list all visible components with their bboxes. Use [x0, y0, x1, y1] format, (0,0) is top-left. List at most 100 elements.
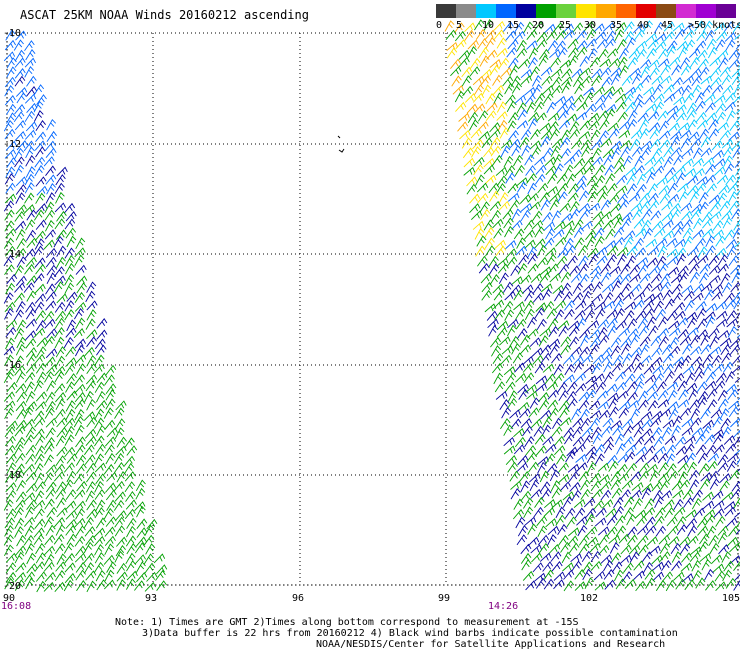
wind-barb: [702, 419, 715, 429]
wind-barb: [593, 86, 605, 96]
wind-barb: [74, 254, 85, 266]
wind-barb: [647, 59, 660, 69]
wind-barb: [681, 147, 694, 158]
wind-barb: [702, 218, 714, 229]
wind-barb: [502, 300, 514, 312]
wind-barb: [627, 328, 639, 339]
wind-barb: [44, 335, 55, 347]
wind-barb: [519, 471, 531, 482]
wind-barb: [15, 248, 27, 259]
wind-barb: [45, 283, 56, 295]
wind-barb: [667, 266, 680, 276]
wind-barb: [560, 541, 571, 553]
wind-barb: [54, 266, 65, 277]
wind-barb: [6, 462, 17, 474]
wind-barb: [84, 454, 96, 465]
wind-barb: [653, 300, 664, 312]
wind-barb: [512, 509, 524, 520]
wind-barb: [662, 289, 673, 301]
wind-barb: [621, 75, 633, 86]
wind-barb: [734, 574, 740, 581]
wind-barb: [611, 86, 624, 97]
wind-barb: [586, 389, 597, 401]
wind-barb: [15, 184, 27, 195]
wind-barb: [638, 263, 649, 275]
wind-barb: [125, 535, 137, 547]
wind-barb: [654, 21, 665, 34]
wind-barb: [625, 101, 637, 113]
wind-barb: [56, 417, 68, 428]
wind-barb: [484, 29, 496, 40]
wind-barb: [589, 417, 601, 429]
wind-barb: [34, 561, 46, 572]
wind-barb: [705, 580, 716, 591]
wind-barb: [563, 156, 576, 166]
wind-barb: [663, 93, 676, 103]
wind-barb: [525, 384, 537, 394]
wind-barb: [734, 160, 740, 168]
wind-barb: [74, 517, 86, 528]
wind-barb: [64, 434, 75, 446]
wind-barb: [723, 560, 734, 572]
wind-barb: [526, 390, 538, 400]
wind-barb: [63, 579, 74, 592]
wind-barb: [13, 507, 24, 519]
wind-barb: [520, 418, 532, 428]
wind-barb: [708, 264, 721, 275]
wind-barb: [547, 172, 558, 185]
map-title: ASCAT 25KM NOAA Winds 20160212 ascending: [20, 8, 309, 22]
wind-barb: [678, 46, 689, 59]
wind-barb: [525, 445, 537, 456]
wind-barb: [582, 283, 595, 293]
wind-barb: [647, 183, 658, 195]
wind-barb: [706, 183, 717, 194]
wind-barb: [531, 210, 543, 222]
wind-barb: [731, 74, 740, 85]
wind-barb: [634, 373, 645, 384]
wind-barb: [666, 111, 678, 123]
wind-barb: [633, 291, 646, 301]
wind-barb: [541, 488, 552, 500]
wind-barb: [541, 75, 553, 86]
wind-barb: [731, 271, 740, 284]
wind-barb: [534, 238, 546, 249]
wind-barb: [569, 128, 580, 140]
wind-barb: [547, 525, 560, 536]
wind-barb: [557, 523, 568, 536]
wind-barb: [105, 482, 117, 493]
wind-barb: [564, 507, 576, 519]
wind-barb: [726, 536, 739, 547]
wind-barb: [594, 453, 605, 465]
wind-barb: [575, 112, 588, 121]
wind-barb: [653, 372, 665, 384]
wind-barb: [94, 507, 105, 519]
wind-barb: [505, 455, 517, 466]
wind-barb: [645, 238, 658, 248]
wind-barb: [4, 517, 15, 529]
wind-barb: [560, 129, 571, 141]
wind-barb: [649, 138, 661, 150]
wind-barb: [615, 381, 627, 393]
wind-barb: [634, 99, 645, 112]
wind-barb: [564, 227, 575, 240]
wind-barb: [639, 200, 651, 212]
wind-barb: [34, 293, 46, 304]
wind-barb: [697, 525, 709, 536]
wind-barb: [646, 536, 659, 546]
wind-barb: [95, 499, 106, 512]
wind-barb: [550, 68, 563, 78]
wind-barb: [644, 94, 656, 105]
wind-barb: [34, 472, 45, 485]
wind-barb: [25, 318, 37, 329]
wind-barb: [611, 487, 623, 499]
wind-barb: [14, 49, 25, 62]
wind-barb: [520, 202, 533, 212]
wind-barb: [730, 417, 740, 428]
wind-barb: [507, 192, 520, 202]
wind-barb: [489, 128, 501, 139]
wind-barb: [519, 136, 530, 149]
wind-barb: [542, 363, 555, 373]
wind-barb: [618, 327, 630, 338]
wind-barb: [695, 237, 706, 249]
wind-barb: [598, 409, 610, 420]
